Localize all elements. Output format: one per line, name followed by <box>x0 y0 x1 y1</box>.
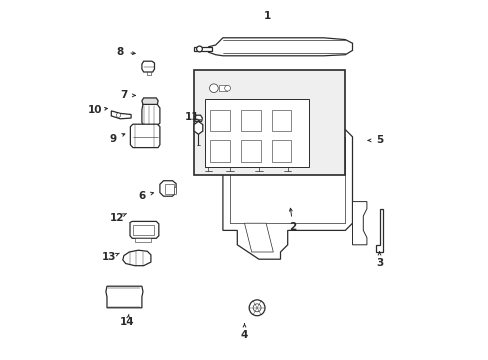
Text: 13: 13 <box>102 252 117 262</box>
Polygon shape <box>223 122 352 259</box>
Bar <box>210 110 230 131</box>
Bar <box>133 225 154 235</box>
Polygon shape <box>244 223 273 252</box>
Circle shape <box>196 46 202 52</box>
Polygon shape <box>208 38 352 56</box>
Polygon shape <box>352 202 366 245</box>
Polygon shape <box>194 115 202 121</box>
Bar <box>271 110 291 131</box>
Polygon shape <box>142 61 154 72</box>
Text: 12: 12 <box>109 213 123 223</box>
Text: 7: 7 <box>120 90 127 100</box>
Bar <box>241 140 260 162</box>
Polygon shape <box>375 209 382 252</box>
Text: 1: 1 <box>264 11 271 21</box>
Circle shape <box>116 113 121 117</box>
Polygon shape <box>134 238 151 242</box>
Bar <box>210 140 230 162</box>
Text: 6: 6 <box>138 191 145 201</box>
Bar <box>174 187 176 194</box>
Bar <box>194 70 345 175</box>
Text: 10: 10 <box>88 105 102 115</box>
Bar <box>164 184 173 194</box>
Text: 9: 9 <box>109 134 117 144</box>
Bar <box>204 99 309 167</box>
Polygon shape <box>122 250 151 266</box>
Text: 11: 11 <box>184 112 199 122</box>
Circle shape <box>224 85 230 91</box>
Text: 8: 8 <box>117 47 123 57</box>
Circle shape <box>249 300 264 316</box>
Polygon shape <box>130 124 160 148</box>
Polygon shape <box>160 181 176 196</box>
Text: 4: 4 <box>240 330 248 340</box>
Circle shape <box>209 84 218 93</box>
Text: 14: 14 <box>120 317 135 327</box>
Text: 2: 2 <box>289 222 296 232</box>
Bar <box>241 110 260 131</box>
Circle shape <box>253 304 261 312</box>
Text: 3: 3 <box>375 258 382 268</box>
Polygon shape <box>130 221 159 238</box>
Polygon shape <box>111 111 131 119</box>
Polygon shape <box>142 98 158 104</box>
Bar <box>271 140 291 162</box>
Polygon shape <box>194 121 203 134</box>
Bar <box>219 85 227 91</box>
Polygon shape <box>142 104 160 126</box>
Polygon shape <box>194 47 212 51</box>
Polygon shape <box>106 286 142 308</box>
Text: 5: 5 <box>375 135 382 145</box>
